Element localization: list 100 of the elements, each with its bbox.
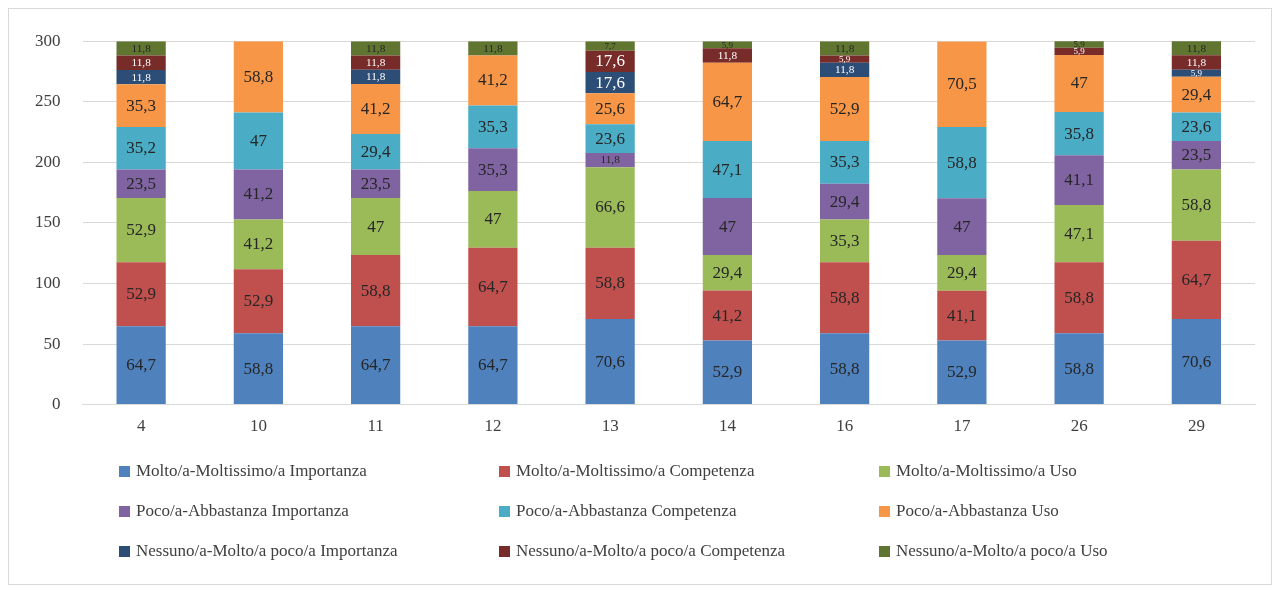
data-label: 41,2	[478, 70, 508, 90]
bar	[351, 255, 401, 327]
data-label: 52,9	[126, 284, 156, 304]
data-label: 64,7	[712, 91, 743, 111]
data-label: 23,5	[1181, 145, 1212, 165]
bar	[351, 84, 401, 134]
data-label: 41,2	[243, 184, 274, 204]
data-label: 58,8	[829, 287, 860, 307]
bar	[702, 141, 752, 199]
data-label: 17,6	[595, 72, 625, 92]
bar	[1054, 262, 1104, 334]
data-label: 70,5	[947, 74, 977, 94]
data-label: 64,7	[360, 355, 391, 375]
bar	[1054, 55, 1104, 112]
data-label: 11,8	[717, 48, 738, 61]
bar	[702, 340, 752, 405]
bar	[233, 169, 283, 220]
data-label: 52,9	[712, 362, 743, 382]
data-label: 64,7	[1181, 269, 1212, 289]
x-tick-label: 12	[484, 416, 502, 436]
bar	[351, 198, 401, 255]
data-label: 58,8	[1064, 358, 1094, 378]
legend-label: Molto/a-Moltissimo/a Importanza	[136, 461, 367, 481]
data-label: 52,9	[947, 362, 977, 382]
data-label: 5,9	[1190, 68, 1203, 79]
x-tick-label: 16	[836, 416, 854, 436]
data-label: 47,1	[712, 159, 743, 179]
bar	[116, 198, 166, 263]
x-tick-label: 11	[367, 416, 384, 436]
bar	[1171, 240, 1221, 320]
data-label: 5,9	[1073, 46, 1086, 57]
data-label: 11,8	[1186, 41, 1207, 54]
x-tick-label: 26	[1070, 416, 1088, 436]
y-tick-label: 150	[35, 212, 61, 232]
bar	[233, 333, 283, 405]
bar	[1171, 55, 1221, 70]
data-label: 35,2	[126, 138, 156, 158]
data-label: 47	[367, 216, 385, 236]
bar	[468, 55, 518, 106]
x-tick-label: 17	[953, 416, 971, 436]
bar	[820, 76, 870, 142]
bar	[468, 148, 518, 191]
bar	[820, 262, 870, 334]
data-label: 58,8	[595, 273, 625, 293]
bar	[468, 190, 518, 248]
data-label: 5,9	[721, 39, 734, 50]
bar	[820, 219, 870, 263]
data-label: 41,2	[243, 234, 274, 254]
data-label: 47	[953, 216, 971, 236]
bar	[233, 112, 283, 170]
data-label: 58,8	[947, 152, 977, 172]
data-label: 29,4	[360, 141, 391, 161]
legend-label: Molto/a-Moltissimo/a Uso	[896, 461, 1077, 481]
data-label: 64,7	[478, 355, 509, 375]
data-label: 5,9	[839, 53, 851, 64]
legend-label: Molto/a-Moltissimo/a Competenza	[516, 461, 755, 481]
data-label: 11,8	[365, 56, 386, 69]
data-label: 11,8	[834, 41, 855, 54]
data-label: 47	[249, 130, 268, 150]
data-label: 41,2	[712, 305, 743, 325]
bar	[820, 55, 870, 63]
x-tick-label: 29	[1187, 416, 1205, 436]
data-label: 58,8	[1181, 195, 1212, 215]
bar	[468, 105, 518, 149]
bar	[116, 126, 166, 170]
data-label: 52,9	[126, 220, 156, 240]
bar	[351, 55, 401, 70]
bar	[468, 326, 518, 405]
bar	[1054, 205, 1104, 263]
data-label: 23,6	[1181, 116, 1212, 136]
data-label: 7,7	[604, 40, 617, 51]
data-label: 41,1	[1064, 170, 1094, 190]
data-label: 66,6	[595, 197, 625, 217]
data-label: 47	[718, 216, 737, 236]
data-label: 35,3	[829, 230, 860, 250]
data-label: 35,3	[478, 116, 508, 136]
data-label: 29,4	[1181, 84, 1212, 104]
data-label: 52,9	[829, 98, 860, 118]
bar	[1171, 169, 1221, 241]
data-label: 11,8	[131, 56, 152, 69]
data-label: 35,3	[829, 152, 860, 172]
y-tick-label: 50	[43, 333, 61, 353]
data-label: 70,6	[595, 351, 625, 371]
data-label: 58,8	[1064, 287, 1094, 307]
bar	[585, 167, 635, 248]
y-tick-label: 100	[35, 272, 61, 292]
y-tick-label: 250	[35, 91, 61, 111]
data-label: 23,6	[595, 128, 625, 148]
bar	[1054, 333, 1104, 405]
x-tick-label: 13	[601, 416, 619, 436]
data-label: 47	[1070, 73, 1089, 93]
data-label: 41,1	[947, 305, 977, 325]
bar	[702, 62, 752, 142]
y-tick-label: 200	[35, 151, 61, 171]
bar	[468, 247, 518, 327]
bar	[820, 333, 870, 405]
data-label: 23,5	[126, 173, 156, 193]
x-tick-label: 4	[136, 416, 146, 436]
data-label: 35,3	[478, 159, 508, 179]
bar	[1054, 111, 1104, 156]
